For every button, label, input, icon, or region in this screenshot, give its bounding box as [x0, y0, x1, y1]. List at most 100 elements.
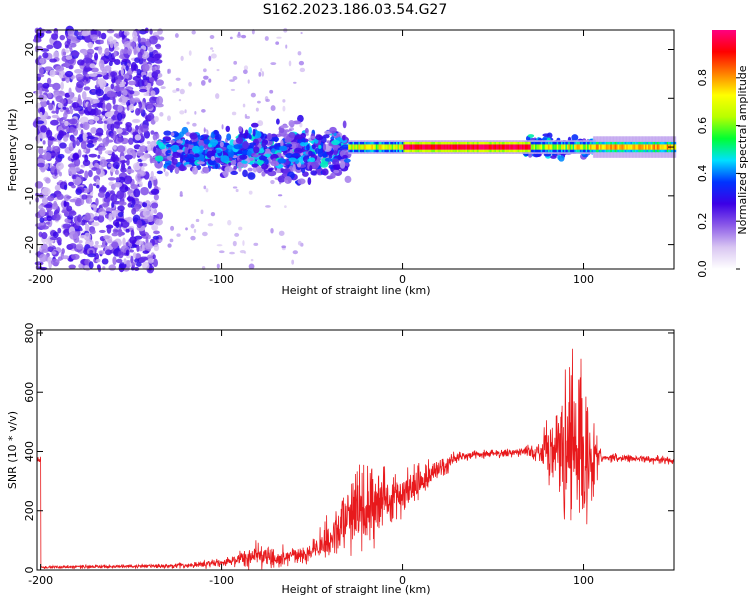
spectrogram-tone-edge: [417, 141, 420, 145]
spectrogram-blob: [231, 111, 237, 116]
spectrogram-blob: [98, 211, 107, 216]
spectrogram-blob: [65, 55, 73, 60]
spectrogram-tone: [456, 144, 460, 150]
spectrogram-blob: [107, 239, 113, 244]
spectrogram-blob: [98, 250, 106, 255]
spectrogram-blob: [68, 230, 78, 240]
spectrogram-tone-edge: [396, 141, 399, 145]
spectrogram-tone: [480, 144, 483, 150]
spectrogram-blob: [344, 161, 349, 166]
spectrogram-tone-edge: [603, 149, 606, 153]
spectrogram-blob: [120, 81, 127, 86]
spectrogram-tone-edge: [613, 141, 616, 145]
spectrogram-tone-edge: [603, 141, 606, 145]
spectrogram-blob: [39, 100, 48, 108]
spectrogram-tone-edge: [407, 149, 410, 153]
spectrogram-blob: [88, 73, 98, 77]
spectrogram-blob: [300, 142, 306, 147]
spectrogram-tone-edge: [414, 149, 418, 153]
spectrogram-tone: [458, 144, 461, 150]
spectrogram-blob: [153, 193, 159, 201]
spectrogram-tone-edge: [446, 141, 449, 145]
spectrogram-blob: [253, 242, 259, 246]
spectrogram-blob: [153, 208, 158, 214]
spectrogram-blob: [229, 251, 235, 255]
spectrogram-tone: [416, 144, 419, 150]
spectrogram-blob: [78, 134, 84, 143]
spectrogram-tone-edge: [655, 141, 658, 145]
spectrogram-blob: [127, 80, 137, 86]
spectrogram-blob: [158, 239, 163, 243]
spectrogram-tone-edge: [556, 149, 559, 153]
spectrogram-tone-edge: [442, 149, 445, 153]
spectrogram-tone: [610, 144, 613, 150]
spectrogram-blob: [264, 36, 269, 41]
spectrogram-tone: [475, 144, 478, 150]
spectrogram-blob: [110, 156, 118, 162]
spectrogram-tone: [390, 144, 393, 150]
spectrogram-tone: [624, 144, 627, 150]
spectrogram-tone-edge: [367, 149, 370, 153]
spectrogram-blob: [37, 74, 45, 78]
spectrogram-blob: [82, 51, 88, 56]
spectrogram-blob: [140, 166, 145, 171]
spectrogram-tone-edge: [607, 149, 610, 153]
spectrogram-tone-edge: [468, 149, 471, 153]
spectrogram-tone-edge: [543, 149, 546, 153]
spectrogram-tone-edge: [465, 149, 468, 153]
spectrogram-blob: [198, 140, 205, 148]
spectrogram-blob: [143, 153, 150, 159]
spectrogram-tone: [666, 144, 669, 150]
spectrogram-blob: [82, 149, 87, 153]
spectrogram-blob: [64, 232, 69, 237]
spectrogram-tone: [639, 144, 642, 150]
spectrogram-tone-edge: [532, 141, 535, 145]
spectrogram-blob: [130, 41, 136, 48]
spectrogram-blob: [129, 90, 135, 95]
spectrogram-blob: [284, 129, 290, 133]
spectrogram-tone-edge: [455, 141, 458, 145]
spectrogram-tone: [383, 144, 386, 150]
spectrogram-tone: [487, 144, 490, 150]
spectrogram-tone-edge: [349, 149, 352, 153]
spectrogram-blob: [38, 67, 44, 76]
spectrogram-tone-edge: [553, 141, 557, 145]
spectrogram-blob: [93, 216, 100, 221]
spectrogram-blob: [109, 41, 114, 49]
spectrogram-blob: [170, 132, 175, 137]
spectrogram-tone-edge: [423, 141, 426, 145]
spectrogram-blob: [189, 132, 198, 140]
spectrogram-blob: [293, 147, 303, 154]
x-tick-label: 0: [399, 273, 406, 286]
spectrogram-tone-edge: [361, 149, 364, 153]
spectrogram-blob: [132, 162, 141, 171]
spectrogram-blob: [310, 135, 316, 140]
spectrogram-blob: [227, 219, 232, 226]
spectrogram-blob: [126, 158, 130, 166]
spectrogram-blob: [51, 110, 57, 114]
spectrogram-blob: [216, 263, 220, 269]
spectrogram-blob: [146, 140, 151, 145]
spectrogram-blob: [125, 228, 130, 233]
spectrogram-tone-edge: [355, 141, 358, 145]
spectrogram-blob: [297, 51, 302, 56]
spectrogram-tone: [514, 144, 517, 150]
spectrogram-blob: [332, 144, 341, 149]
spectrogram-blob: [61, 248, 65, 255]
spectrogram-blob: [210, 212, 216, 217]
spectrogram-tone-edge: [419, 149, 422, 153]
spectrogram-tone-edge: [546, 141, 549, 145]
spectrogram-blob: [86, 143, 95, 148]
spectrogram-tone-edge: [369, 141, 373, 145]
spectrogram-blob: [62, 106, 67, 110]
spectrogram-tone-edge: [466, 141, 470, 145]
spectrogram-tone: [581, 144, 584, 150]
spectrogram-blob: [136, 261, 142, 267]
spectrogram-blob: [46, 215, 53, 222]
spectrogram-blob: [288, 131, 296, 139]
spectrogram-tone: [656, 144, 659, 150]
spectrogram-tone: [519, 144, 522, 150]
spectrogram-blob: [154, 159, 163, 169]
spectrogram-tone-edge: [413, 141, 416, 145]
spectrogram-tone: [359, 144, 363, 150]
